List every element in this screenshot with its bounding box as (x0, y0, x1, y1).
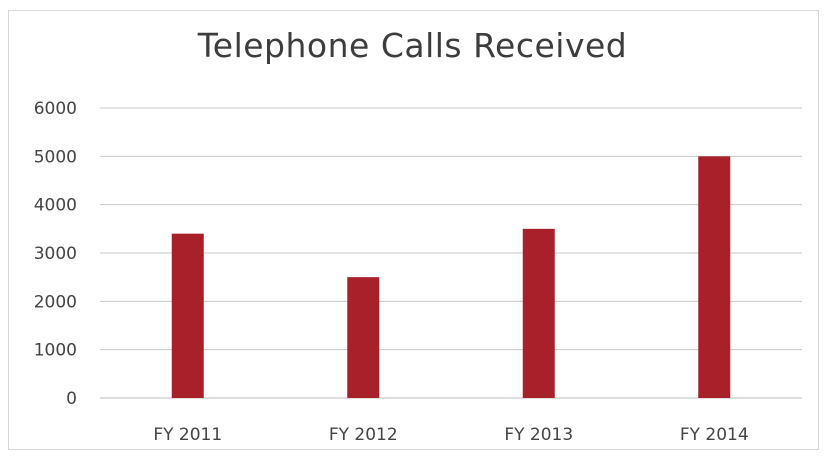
gridlines (100, 107, 802, 399)
y-tick-label: 0 (66, 389, 77, 409)
y-tick-label: 5000 (34, 147, 77, 167)
y-tick-label: 6000 (34, 99, 77, 119)
chart-title: Telephone Calls Received (197, 26, 628, 65)
bars (171, 156, 731, 398)
x-tick-label: FY 2012 (329, 425, 398, 445)
bar-fy-2011 (171, 233, 204, 398)
y-tick-label: 4000 (34, 196, 77, 216)
bar-fy-2013 (522, 228, 555, 398)
y-tick-label: 3000 (34, 244, 77, 264)
y-tick-label: 2000 (34, 292, 77, 312)
x-tick-label: FY 2014 (680, 425, 749, 445)
bar-fy-2014 (698, 156, 731, 398)
chart-frame (8, 10, 819, 450)
bar-fy-2012 (347, 277, 380, 398)
y-tick-label: 1000 (34, 341, 77, 361)
y-axis-tick-labels: 0 1000 2000 3000 4000 5000 6000 (34, 99, 77, 409)
x-tick-label: FY 2013 (504, 425, 573, 445)
x-axis-tick-labels: FY 2011 FY 2012 FY 2013 FY 2014 (153, 425, 748, 445)
x-tick-label: FY 2011 (153, 425, 222, 445)
